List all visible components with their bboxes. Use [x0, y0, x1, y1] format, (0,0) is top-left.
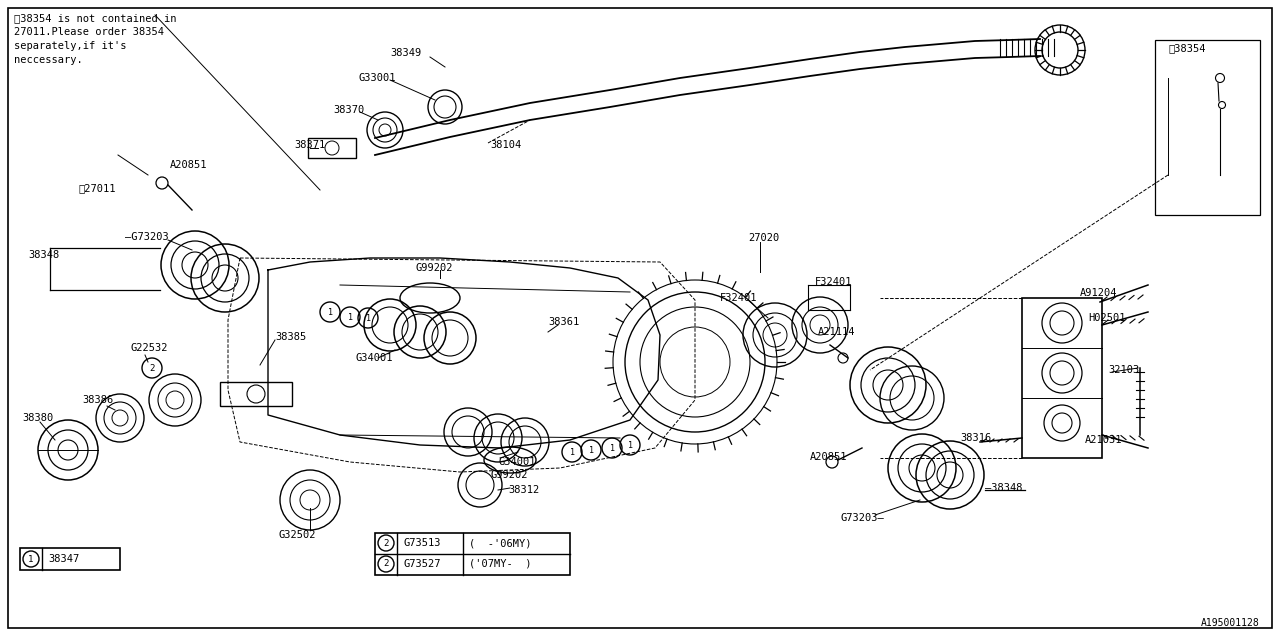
Text: A20851: A20851: [810, 452, 847, 462]
Text: (  -'06MY): ( -'06MY): [468, 538, 531, 548]
Text: 38370: 38370: [333, 105, 365, 115]
Text: A195001128: A195001128: [1201, 618, 1260, 628]
Text: ‸38354 is not contained in: ‸38354 is not contained in: [14, 13, 177, 23]
Text: G34001: G34001: [498, 457, 535, 467]
Text: G33001: G33001: [358, 73, 396, 83]
Text: —G73203: —G73203: [125, 232, 169, 242]
Text: G73203—: G73203—: [840, 513, 883, 523]
Text: 2: 2: [150, 364, 155, 372]
Text: H02501: H02501: [1088, 313, 1125, 323]
Text: 38104: 38104: [490, 140, 521, 150]
Bar: [1021, 298, 1102, 458]
Text: 2: 2: [383, 559, 389, 568]
Text: 38348: 38348: [28, 250, 59, 260]
Text: G73527: G73527: [403, 559, 440, 569]
Text: G34001: G34001: [355, 353, 393, 363]
Bar: [375, 533, 570, 575]
Bar: [220, 382, 292, 406]
Text: A21114: A21114: [818, 327, 855, 337]
Text: 1: 1: [347, 312, 352, 321]
Text: 1: 1: [589, 445, 594, 454]
Text: 38385: 38385: [275, 332, 306, 342]
Text: A91204: A91204: [1080, 288, 1117, 298]
Text: 27020: 27020: [748, 233, 780, 243]
Text: A20851: A20851: [170, 160, 207, 170]
Bar: [1155, 40, 1260, 215]
Bar: [308, 138, 356, 158]
Text: G99202: G99202: [415, 263, 453, 273]
Text: 32103: 32103: [1108, 365, 1139, 375]
Text: 1: 1: [28, 554, 33, 563]
Text: 38312: 38312: [508, 485, 539, 495]
Text: 2: 2: [383, 538, 389, 547]
Text: 38347: 38347: [49, 554, 79, 564]
Text: 1: 1: [627, 440, 632, 449]
Text: 38349: 38349: [390, 48, 421, 58]
Text: 38316: 38316: [960, 433, 991, 443]
Text: G32502: G32502: [278, 530, 315, 540]
Text: neccessary.: neccessary.: [14, 55, 83, 65]
Text: F32401: F32401: [721, 293, 758, 303]
Text: ‸27011: ‸27011: [78, 183, 115, 193]
Text: A21031: A21031: [1085, 435, 1123, 445]
Text: 38371: 38371: [294, 140, 325, 150]
Text: 38361: 38361: [548, 317, 580, 327]
Text: 1: 1: [570, 447, 575, 456]
Text: 1: 1: [328, 307, 333, 317]
Bar: [20, 548, 120, 570]
Text: G22532: G22532: [131, 343, 168, 353]
Text: 1: 1: [609, 444, 614, 452]
Text: G73513: G73513: [403, 538, 440, 548]
Text: 27011.Please order 38354: 27011.Please order 38354: [14, 27, 164, 37]
Text: ‸38354: ‸38354: [1169, 43, 1206, 53]
Text: F32401: F32401: [815, 277, 852, 287]
Text: —38348: —38348: [986, 483, 1023, 493]
Text: 38386: 38386: [82, 395, 113, 405]
Text: 1: 1: [366, 314, 370, 323]
Text: separately,if it's: separately,if it's: [14, 41, 127, 51]
Text: G99202: G99202: [490, 470, 527, 480]
Text: ('07MY-  ): ('07MY- ): [468, 559, 531, 569]
Text: 38380: 38380: [22, 413, 54, 423]
